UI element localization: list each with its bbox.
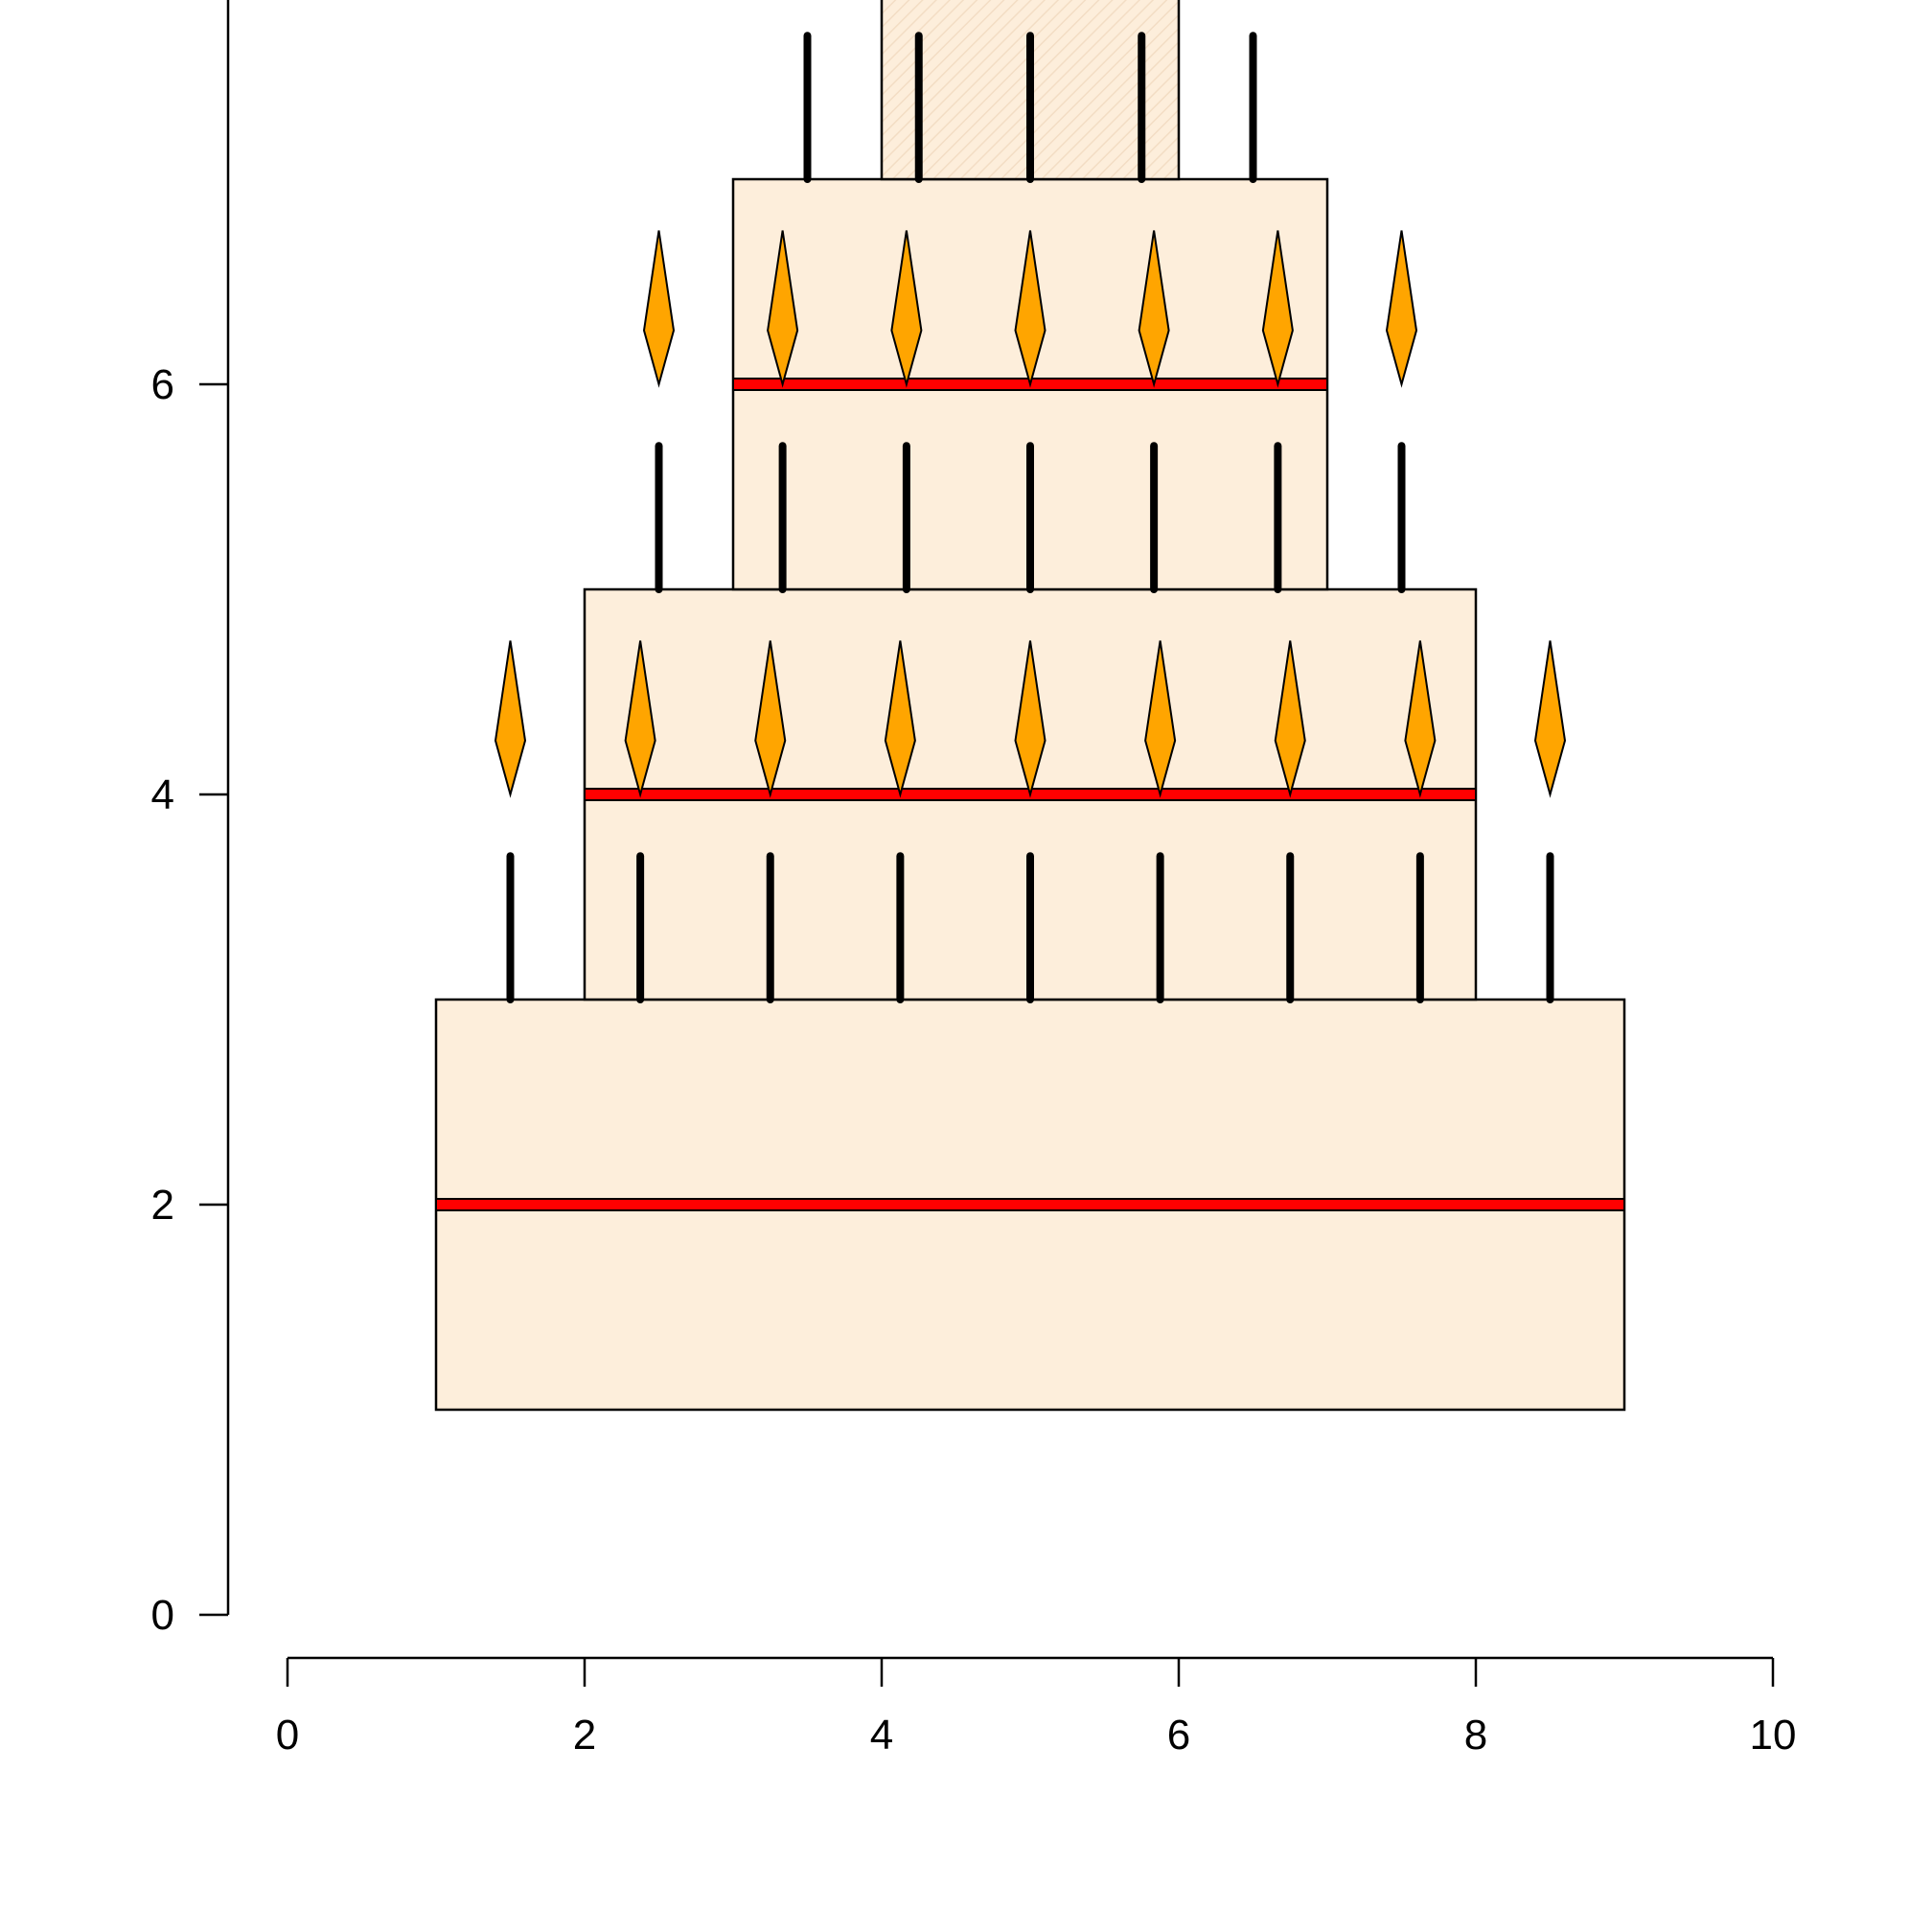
x-tick-label: 2: [573, 1712, 596, 1759]
y-tick-label: 2: [151, 1182, 174, 1229]
candle-flame: [884, 640, 916, 798]
y-axis: 024681012: [151, 0, 230, 1639]
x-axis: 0 2 4 6 8 10: [276, 1656, 1797, 1759]
y-tick-label: 6: [151, 361, 174, 408]
candle-flame: [754, 640, 787, 798]
candle-flame: [1533, 640, 1567, 798]
candle-flame: [642, 230, 676, 388]
y-tick-label: 0: [151, 1592, 174, 1639]
cake-tier-1-band: [435, 1198, 1625, 1211]
candle-flame: [1144, 640, 1177, 798]
candle-flame: [624, 640, 656, 798]
candle-flame: [1014, 640, 1046, 798]
x-tick-label: 6: [1167, 1712, 1190, 1759]
candle-flame: [1261, 230, 1294, 388]
candle-flame: [1014, 230, 1046, 388]
candle-flame: [494, 640, 527, 798]
candle-flame: [1274, 640, 1306, 798]
x-tick-label: 8: [1464, 1712, 1487, 1759]
x-tick-label: 10: [1750, 1712, 1797, 1759]
candles: [494, 32, 1567, 1003]
candle-flame: [767, 230, 799, 388]
candle-flame: [1385, 230, 1418, 388]
candle-flame: [1138, 230, 1170, 388]
x-tick-label: 0: [276, 1712, 299, 1759]
candle-flame: [1404, 640, 1437, 798]
y-tick-label: 4: [151, 771, 174, 818]
candle-flame: [890, 230, 923, 388]
x-tick-label: 4: [870, 1712, 893, 1759]
